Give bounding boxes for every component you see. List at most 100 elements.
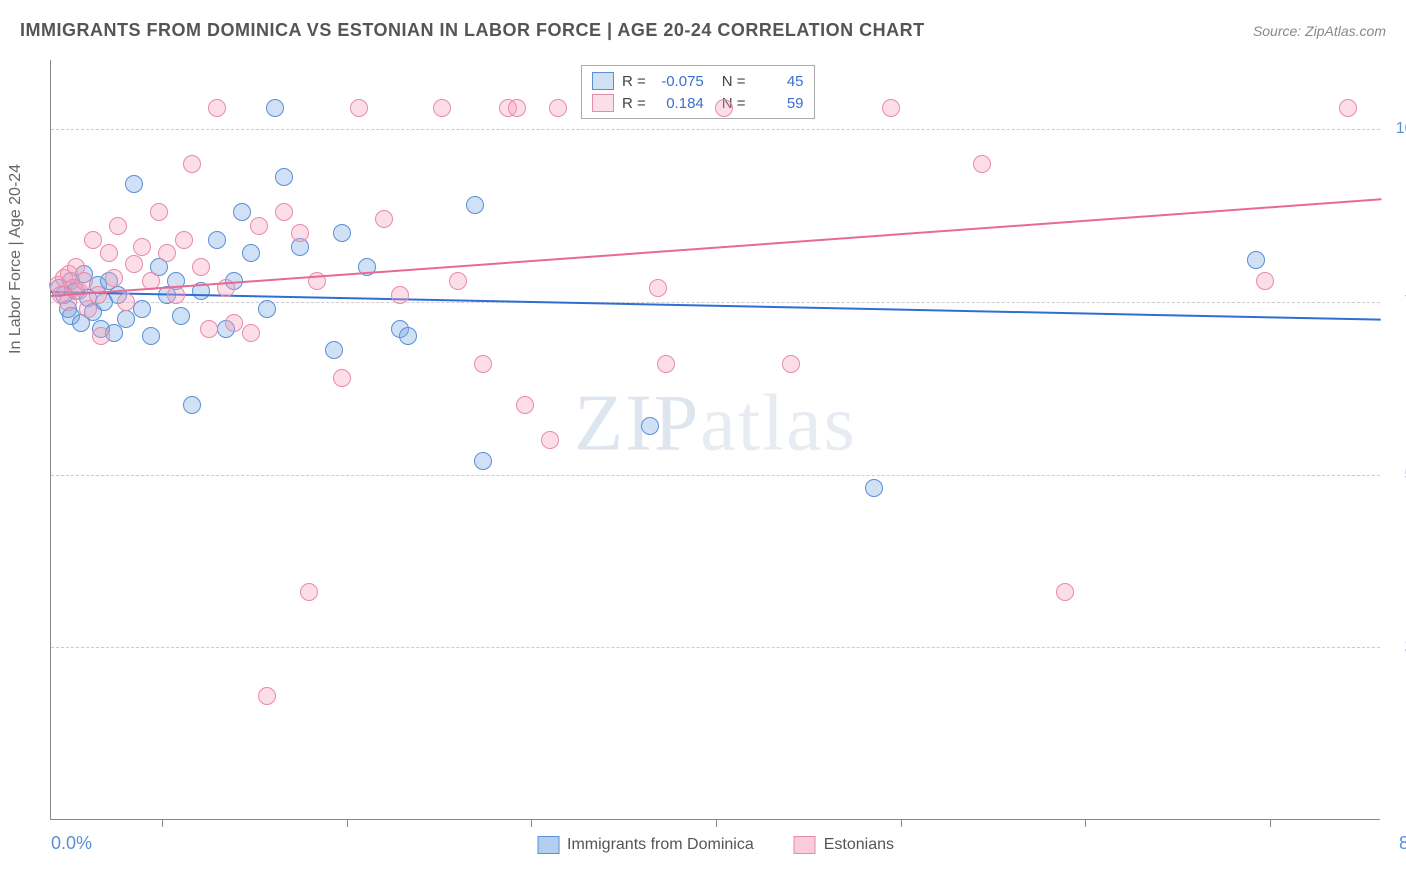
legend-swatch [592,72,614,90]
scatter-marker [882,99,900,117]
scatter-marker [1056,583,1074,601]
scatter-marker [250,217,268,235]
scatter-marker [105,269,123,287]
scatter-marker [649,279,667,297]
scatter-marker [242,324,260,342]
watermark: ZIPatlas [574,379,857,470]
chart-title: IMMIGRANTS FROM DOMINICA VS ESTONIAN IN … [20,20,925,41]
scatter-marker [258,687,276,705]
scatter-marker [142,327,160,345]
legend-label: Immigrants from Dominica [567,836,754,854]
stat-r-value: 0.184 [654,95,704,112]
x-tick [1085,819,1086,827]
x-tick [347,819,348,827]
scatter-marker [657,355,675,373]
scatter-marker [1339,99,1357,117]
scatter-marker [117,293,135,311]
scatter-marker [508,99,526,117]
scatter-marker [158,244,176,262]
scatter-marker [275,168,293,186]
x-axis-max-label: 8.0% [1399,833,1406,854]
chart-source: Source: ZipAtlas.com [1253,23,1386,39]
scatter-marker [300,583,318,601]
scatter-marker [125,175,143,193]
x-tick [531,819,532,827]
y-tick-label: 75.0% [1390,293,1406,311]
trend-line [51,291,1381,321]
gridline-h [51,475,1380,476]
scatter-marker [291,224,309,242]
scatter-marker [242,244,260,262]
gridline-h [51,129,1380,130]
scatter-marker [433,99,451,117]
scatter-marker [192,258,210,276]
scatter-marker [466,196,484,214]
scatter-marker [175,231,193,249]
scatter-marker [782,355,800,373]
scatter-marker [865,479,883,497]
scatter-marker [233,203,251,221]
y-tick-label: 50.0% [1390,466,1406,484]
legend-item: Estonians [794,836,894,854]
scatter-marker [150,203,168,221]
gridline-h [51,647,1380,648]
legend-swatch [592,94,614,112]
scatter-marker [391,286,409,304]
scatter-marker [125,255,143,273]
scatter-marker [1247,251,1265,269]
x-tick [901,819,902,827]
gridline-h [51,302,1380,303]
scatter-marker [100,244,118,262]
scatter-marker [474,452,492,470]
scatter-marker [275,203,293,221]
scatter-marker [333,224,351,242]
chart-header: IMMIGRANTS FROM DOMINICA VS ESTONIAN IN … [20,20,1386,41]
scatter-marker [516,396,534,414]
scatter-marker [641,417,659,435]
scatter-marker [208,231,226,249]
scatter-plot-area: In Labor Force | Age 20-24 ZIPatlas R =-… [50,60,1380,820]
scatter-marker [549,99,567,117]
y-axis-label: In Labor Force | Age 20-24 [7,163,25,353]
stat-n-value: 59 [754,95,804,112]
stat-r-label: R = [622,95,646,112]
scatter-marker [84,231,102,249]
scatter-marker [225,314,243,332]
legend-swatch [537,836,559,854]
stat-r-label: R = [622,73,646,90]
scatter-marker [258,300,276,318]
scatter-marker [208,99,226,117]
scatter-marker [200,320,218,338]
x-axis-min-label: 0.0% [51,833,92,854]
scatter-marker [183,396,201,414]
scatter-marker [375,210,393,228]
scatter-marker [474,355,492,373]
scatter-marker [1256,272,1274,290]
scatter-marker [133,238,151,256]
scatter-marker [333,369,351,387]
stats-row: R =0.184N =59 [592,92,804,114]
scatter-marker [109,217,127,235]
scatter-marker [266,99,284,117]
legend-item: Immigrants from Dominica [537,836,754,854]
scatter-marker [172,307,190,325]
stat-n-value: 45 [754,73,804,90]
scatter-marker [449,272,467,290]
scatter-marker [133,300,151,318]
stats-row: R = -0.075 N = 45 [592,70,804,92]
stat-n-label: N = [722,73,746,90]
scatter-marker [92,327,110,345]
legend-swatch [794,836,816,854]
x-tick [162,819,163,827]
x-tick [716,819,717,827]
scatter-marker [715,99,733,117]
legend-label: Estonians [824,836,894,854]
y-tick-label: 100.0% [1390,120,1406,138]
scatter-marker [350,99,368,117]
scatter-marker [325,341,343,359]
correlation-stats-box: R =-0.075N =45R =0.184N =59 [581,65,815,119]
scatter-marker [117,310,135,328]
scatter-marker [89,286,107,304]
scatter-marker [183,155,201,173]
stat-r-value: -0.075 [654,73,704,90]
